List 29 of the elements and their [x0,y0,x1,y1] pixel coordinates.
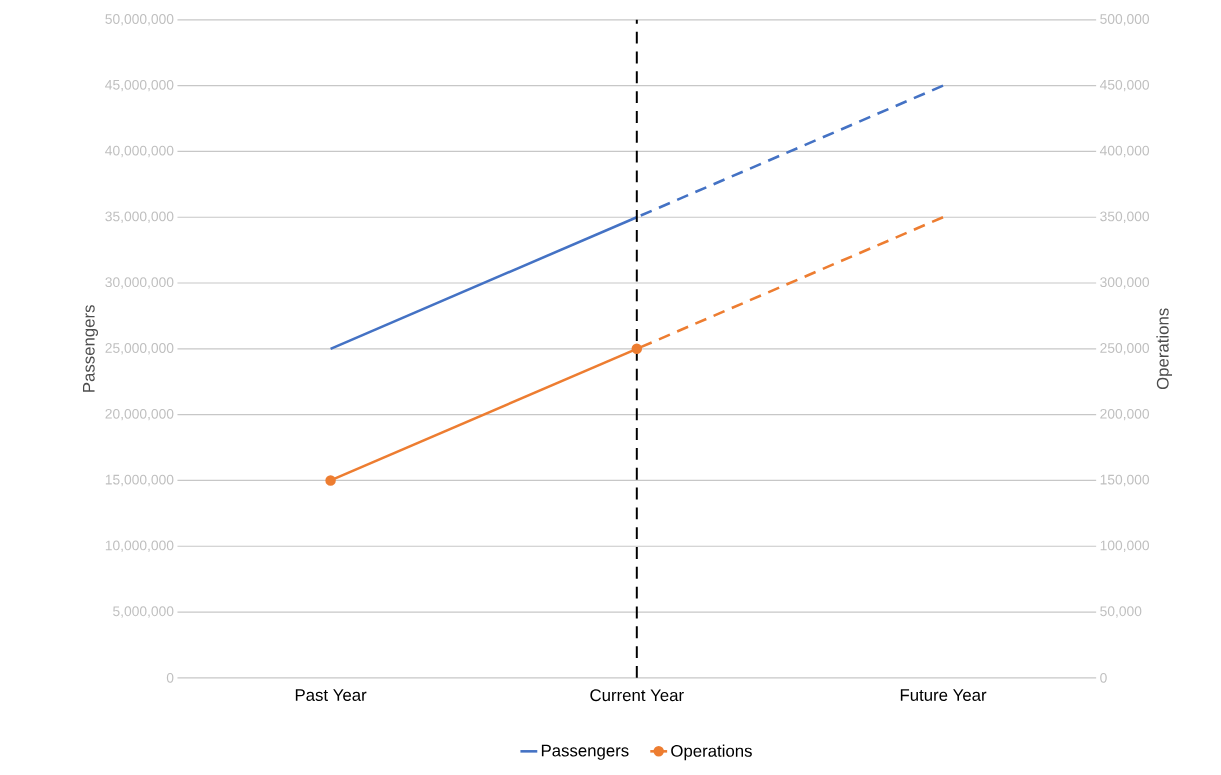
y-tick-label: 5,000,000 [113,606,174,618]
y2-tick-label: 300,000 [1100,277,1150,289]
y-tick-label: 10,000,000 [105,540,174,552]
y2-tick-label: 250,000 [1100,343,1150,355]
x-tick-label: Past Year [295,689,367,701]
y-tick-label: 30,000,000 [105,277,174,289]
y-tick-label: 45,000,000 [105,79,174,92]
y2-tick-label: 50,000 [1100,606,1142,618]
y-tick-label: 25,000,000 [105,343,174,355]
y2-axis-title: Operations [1156,308,1173,390]
legend-label: Operations [671,744,752,761]
y2-tick-label: 350,000 [1100,211,1150,223]
legend-label: Passengers [541,744,629,760]
y2-tick-label: 100,000 [1100,540,1150,552]
y2-tick-label: 0 [1100,672,1107,683]
x-tick-label: Current Year [590,689,684,702]
y-tick-label: 0 [166,672,174,683]
y-tick-label: 15,000,000 [105,474,174,487]
y2-tick-label: 150,000 [1100,474,1150,487]
y2-tick-label: 200,000 [1100,408,1150,421]
y-tick-label: 35,000,000 [105,211,174,223]
y-tick-label: 20,000,000 [105,408,174,421]
y-tick-label: 40,000,000 [105,145,174,158]
y2-tick-label: 400,000 [1099,145,1150,158]
y-axis-title: Passengers [82,305,99,392]
y-tick-label: 50,000,000 [105,14,174,26]
y2-tick-label: 450,000 [1099,79,1150,92]
y2-tick-label: 500,000 [1100,14,1150,26]
x-tick-label: Future Year [900,689,987,701]
